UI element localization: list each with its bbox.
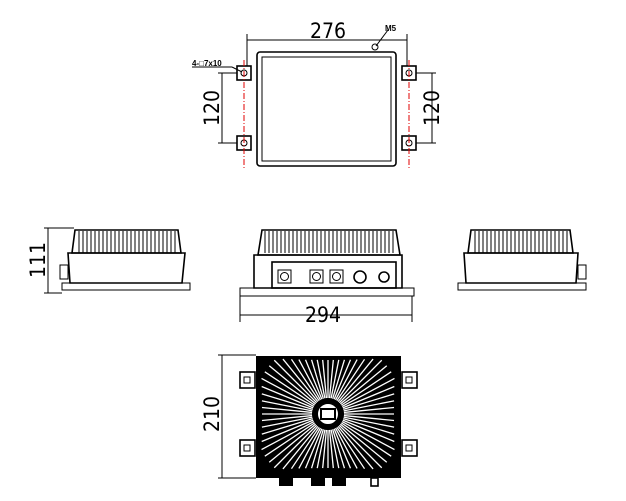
callout-m5: M5 bbox=[385, 24, 397, 33]
radial-fin bbox=[343, 416, 395, 428]
side-view-right bbox=[457, 229, 587, 291]
radial-fin bbox=[298, 359, 322, 401]
radial-fin bbox=[304, 359, 323, 400]
radial-fin bbox=[268, 423, 317, 463]
radial-fin bbox=[334, 359, 358, 401]
radial-fin bbox=[261, 393, 313, 410]
radial-fin bbox=[341, 420, 395, 451]
callout-holes: 4-□7x10 bbox=[192, 59, 222, 68]
dim-111: 111 bbox=[26, 242, 50, 278]
front-view: 294 bbox=[239, 229, 415, 327]
radial-fin bbox=[340, 422, 392, 457]
radial-fin bbox=[330, 359, 340, 399]
radial-fin bbox=[340, 371, 392, 406]
side-view-left bbox=[59, 229, 191, 291]
radial-fin bbox=[261, 414, 313, 422]
radial-fin bbox=[343, 393, 395, 410]
radial-fin bbox=[322, 429, 328, 469]
top-view: 276 M5 4-□7x10 120 120 bbox=[192, 19, 444, 168]
radial-fin bbox=[261, 406, 313, 414]
dim-276: 276 bbox=[310, 19, 346, 43]
radial-fin bbox=[332, 359, 346, 399]
dim-120-left: 120 bbox=[200, 90, 224, 126]
connector-1-icon bbox=[277, 269, 292, 284]
radial-fin bbox=[310, 359, 324, 399]
radial-fin bbox=[332, 429, 346, 469]
dim-120-right: 120 bbox=[420, 90, 444, 126]
radial-fin bbox=[342, 419, 395, 443]
connector-round-icon bbox=[353, 270, 367, 284]
radial-fin bbox=[328, 359, 334, 399]
radial-fin bbox=[273, 424, 318, 469]
radial-fin bbox=[290, 358, 320, 402]
dim-294: 294 bbox=[305, 303, 341, 327]
radial-fin bbox=[261, 385, 314, 409]
radial-fin bbox=[341, 377, 395, 408]
radial-fin bbox=[261, 419, 314, 443]
radial-fin bbox=[290, 426, 320, 470]
radial-fin bbox=[264, 422, 316, 457]
radial-fin bbox=[337, 425, 374, 470]
radial-fin bbox=[339, 365, 388, 405]
radial-fin bbox=[334, 427, 358, 469]
side-views: 294 111 bbox=[26, 227, 587, 327]
radial-fin bbox=[261, 377, 315, 408]
radial-fin bbox=[336, 426, 366, 470]
radial-fin bbox=[261, 400, 313, 412]
radial-fin bbox=[342, 385, 395, 409]
radial-fin bbox=[316, 429, 326, 469]
radial-fin bbox=[261, 418, 313, 435]
radial-fin bbox=[304, 428, 323, 469]
screw-m5-icon bbox=[371, 43, 379, 51]
radial-fin bbox=[330, 429, 340, 469]
radial-fin bbox=[339, 423, 388, 463]
dim-210: 210 bbox=[200, 396, 224, 432]
connector-3-icon bbox=[329, 269, 344, 284]
radial-fin bbox=[333, 359, 352, 400]
radial-fin bbox=[264, 371, 316, 406]
radial-fin bbox=[316, 359, 326, 399]
bottom-view: 210 bbox=[200, 354, 418, 487]
radial-fin bbox=[343, 400, 395, 412]
radial-fin bbox=[322, 359, 328, 399]
radial-fin bbox=[343, 418, 395, 435]
radial-fin bbox=[268, 365, 317, 405]
radial-fin bbox=[338, 359, 383, 404]
top-view-outline bbox=[256, 51, 397, 167]
radial-fin bbox=[261, 420, 315, 451]
top-view-inner bbox=[261, 56, 392, 162]
radial-fin bbox=[273, 359, 318, 404]
radial-fin bbox=[282, 358, 319, 403]
radial-fin bbox=[337, 358, 374, 403]
radial-fin bbox=[336, 358, 366, 402]
radial-fin bbox=[333, 428, 352, 469]
radial-fin bbox=[338, 424, 383, 469]
radial-fin bbox=[298, 427, 322, 469]
connector-2-icon bbox=[309, 269, 324, 284]
radial-fin bbox=[282, 425, 319, 470]
radial-fin bbox=[343, 414, 395, 422]
vent-icon bbox=[378, 271, 390, 283]
radial-fin bbox=[343, 406, 395, 414]
radial-fin bbox=[328, 429, 334, 469]
radial-fin bbox=[261, 416, 313, 428]
radial-fin bbox=[310, 429, 324, 469]
